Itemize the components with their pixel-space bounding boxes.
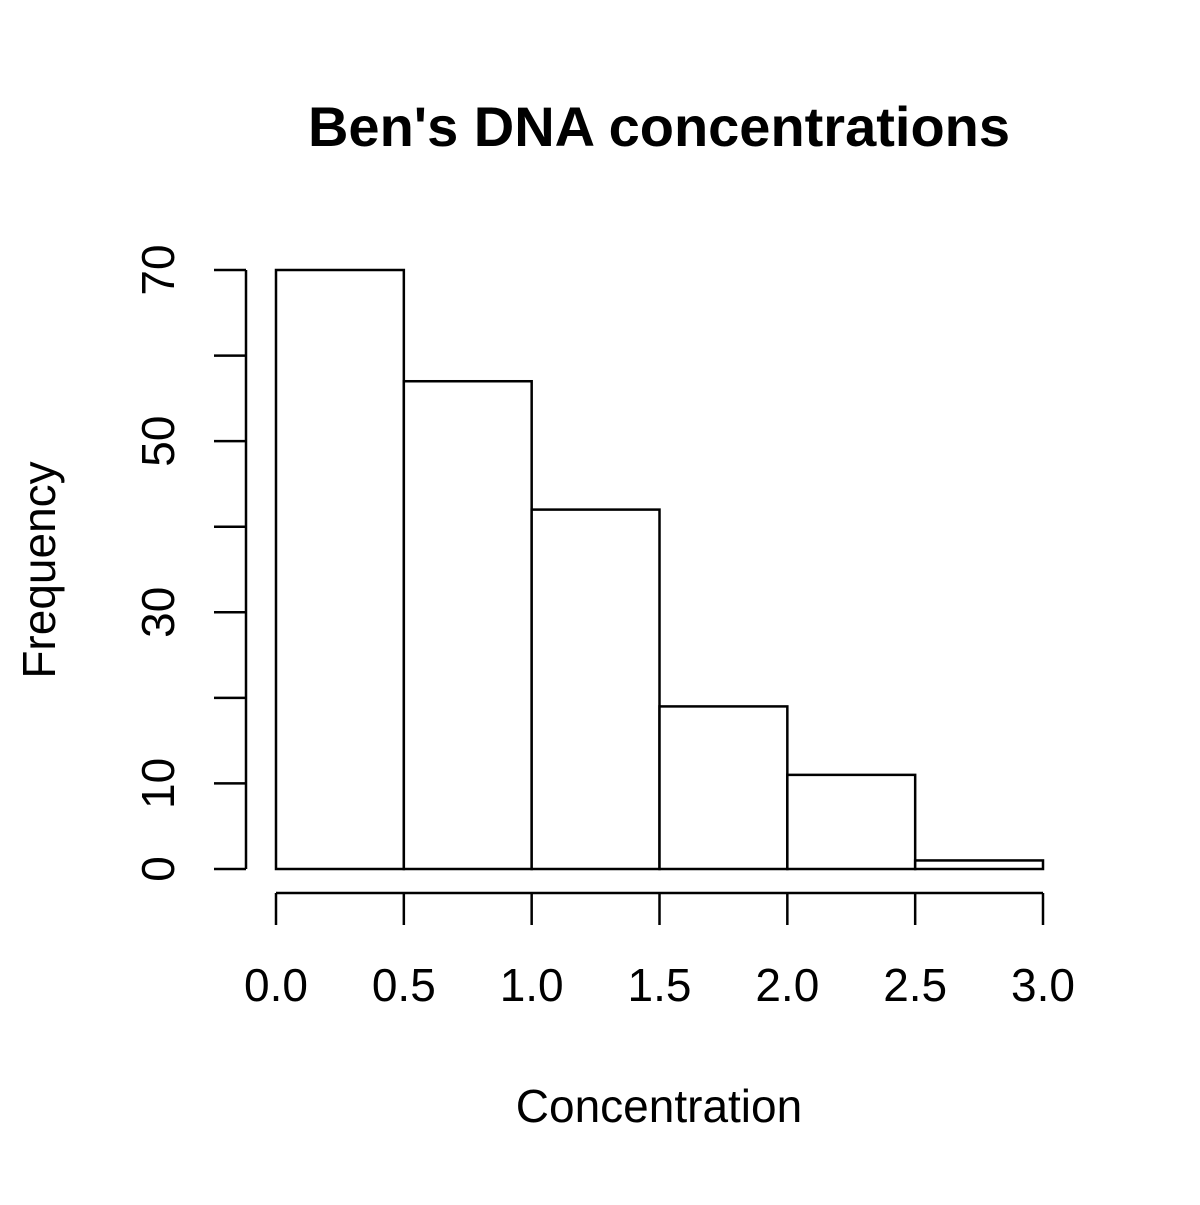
x-tick-label-5: 2.5 [883,959,947,1011]
y-tick-label-50: 50 [132,416,184,467]
y-axis-label: Frequency [13,461,65,678]
y-tick-label-70: 70 [132,244,184,295]
x-axis-label: Concentration [516,1080,802,1132]
x-tick-label-4: 2.0 [755,959,819,1011]
x-tick-label-3: 1.5 [628,959,692,1011]
x-tick-label-0: 0.0 [244,959,308,1011]
x-axis: 0.0 0.5 1.0 1.5 2.0 2.5 3.0 [244,891,1075,1011]
histogram-bar-4 [786,773,917,871]
y-axis: 0 10 30 50 70 [132,244,248,882]
x-ticks: 0.0 0.5 1.0 1.5 2.0 2.5 3.0 [244,893,1075,1011]
histogram-bar-5 [913,859,1045,871]
x-tick-label-1: 0.5 [372,959,436,1011]
x-tick-label-2: 1.0 [500,959,564,1011]
histogram-bar-0 [274,268,406,871]
y-ticks: 0 10 30 50 70 [132,244,246,882]
histogram-bar-2 [530,508,661,871]
y-tick-label-0: 0 [132,856,184,882]
y-tick-label-30: 30 [132,587,184,638]
y-tick-label-10: 10 [132,758,184,809]
x-tick-label-6: 3.0 [1011,959,1075,1011]
chart-title: Ben's DNA concentrations [308,95,1010,158]
bars [274,268,1045,871]
histogram-bar-3 [658,705,789,871]
histogram-bar-1 [402,379,533,871]
